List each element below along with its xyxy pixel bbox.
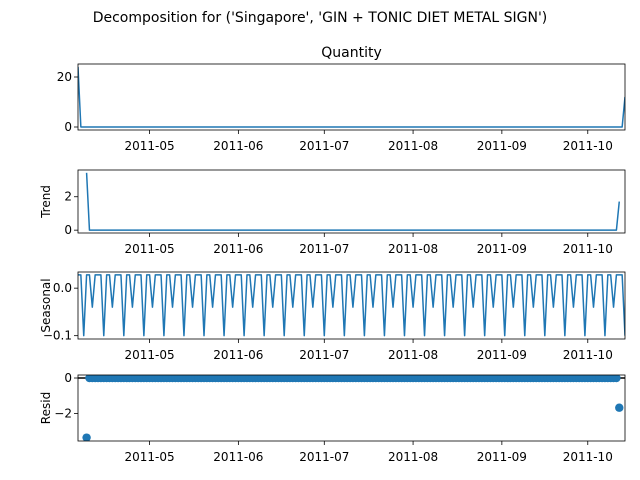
resid-point <box>612 375 621 383</box>
x-tick-label: 2011-06 <box>213 348 263 362</box>
x-tick-label: 2011-08 <box>388 450 438 464</box>
x-tick-label: 2011-10 <box>563 450 613 464</box>
x-tick-label: 2011-05 <box>125 242 175 256</box>
axes-frame <box>77 271 626 340</box>
resid-points <box>82 375 624 441</box>
y-axis-label: Resid <box>39 392 53 424</box>
subplot-resid: Resid −2 0 2011-05 2011-06 2011-07 2011-08 2011… <box>39 371 626 464</box>
y-axis-label: Seasonal <box>39 278 53 332</box>
x-tick-label: 2011-09 <box>477 348 527 362</box>
figure-suptitle: Decomposition for ('Singapore', 'GIN + T… <box>93 10 548 26</box>
x-tick-label: 2011-10 <box>563 348 613 362</box>
x-tick-label: 2011-07 <box>299 450 349 464</box>
x-tick-label: 2011-06 <box>213 139 263 153</box>
x-tick-label: 2011-07 <box>299 139 349 153</box>
x-tick-label: 2011-10 <box>563 139 613 153</box>
subplot-observed: Quantity 0 20 2011-05 2011-06 2011-07 2011-08 2… <box>57 45 626 153</box>
x-tick-label: 2011-06 <box>213 450 263 464</box>
y-tick-label: 0.0 <box>53 281 72 295</box>
y-tick-label: 0 <box>64 120 72 134</box>
x-tick-label: 2011-05 <box>125 139 175 153</box>
x-tick-label: 2011-05 <box>125 348 175 362</box>
resid-point <box>615 403 624 412</box>
x-tick-label: 2011-09 <box>477 139 527 153</box>
subplot-trend: Trend 0 2 2011-05 2011-06 2011-07 2011-08 2011-… <box>39 169 626 256</box>
x-tick-label: 2011-05 <box>125 450 175 464</box>
series-line <box>78 66 625 128</box>
y-tick-label: −2 <box>54 406 72 420</box>
x-tick-label: 2011-10 <box>563 242 613 256</box>
x-tick-label: 2011-08 <box>388 348 438 362</box>
x-tick-label: 2011-07 <box>299 242 349 256</box>
subplot-seasonal: Seasonal−0.1 0.0 2011-05 2011-06 2011-07 2011… <box>39 271 626 362</box>
y-tick-label: 0 <box>64 371 72 385</box>
y-axis-label: Trend <box>39 185 53 219</box>
resid-point <box>82 433 91 441</box>
axes-frame <box>77 63 626 131</box>
x-tick-label: 2011-07 <box>299 348 349 362</box>
series-line <box>78 274 625 337</box>
x-tick-label: 2011-09 <box>477 242 527 256</box>
y-tick-label: 20 <box>57 70 72 84</box>
x-tick-label: 2011-08 <box>388 139 438 153</box>
axes-frame <box>77 374 626 442</box>
x-tick-label: 2011-06 <box>213 242 263 256</box>
x-tick-label: 2011-09 <box>477 450 527 464</box>
y-tick-label: 2 <box>64 190 72 204</box>
subplot-title: Quantity <box>321 45 382 61</box>
axes-frame <box>77 169 626 234</box>
y-tick-label: −0.1 <box>43 329 72 343</box>
y-tick-label: 0 <box>64 223 72 237</box>
x-tick-label: 2011-08 <box>388 242 438 256</box>
series-line <box>85 172 621 231</box>
